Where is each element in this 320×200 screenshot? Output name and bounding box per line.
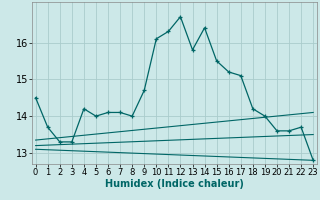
X-axis label: Humidex (Indice chaleur): Humidex (Indice chaleur) bbox=[105, 179, 244, 189]
